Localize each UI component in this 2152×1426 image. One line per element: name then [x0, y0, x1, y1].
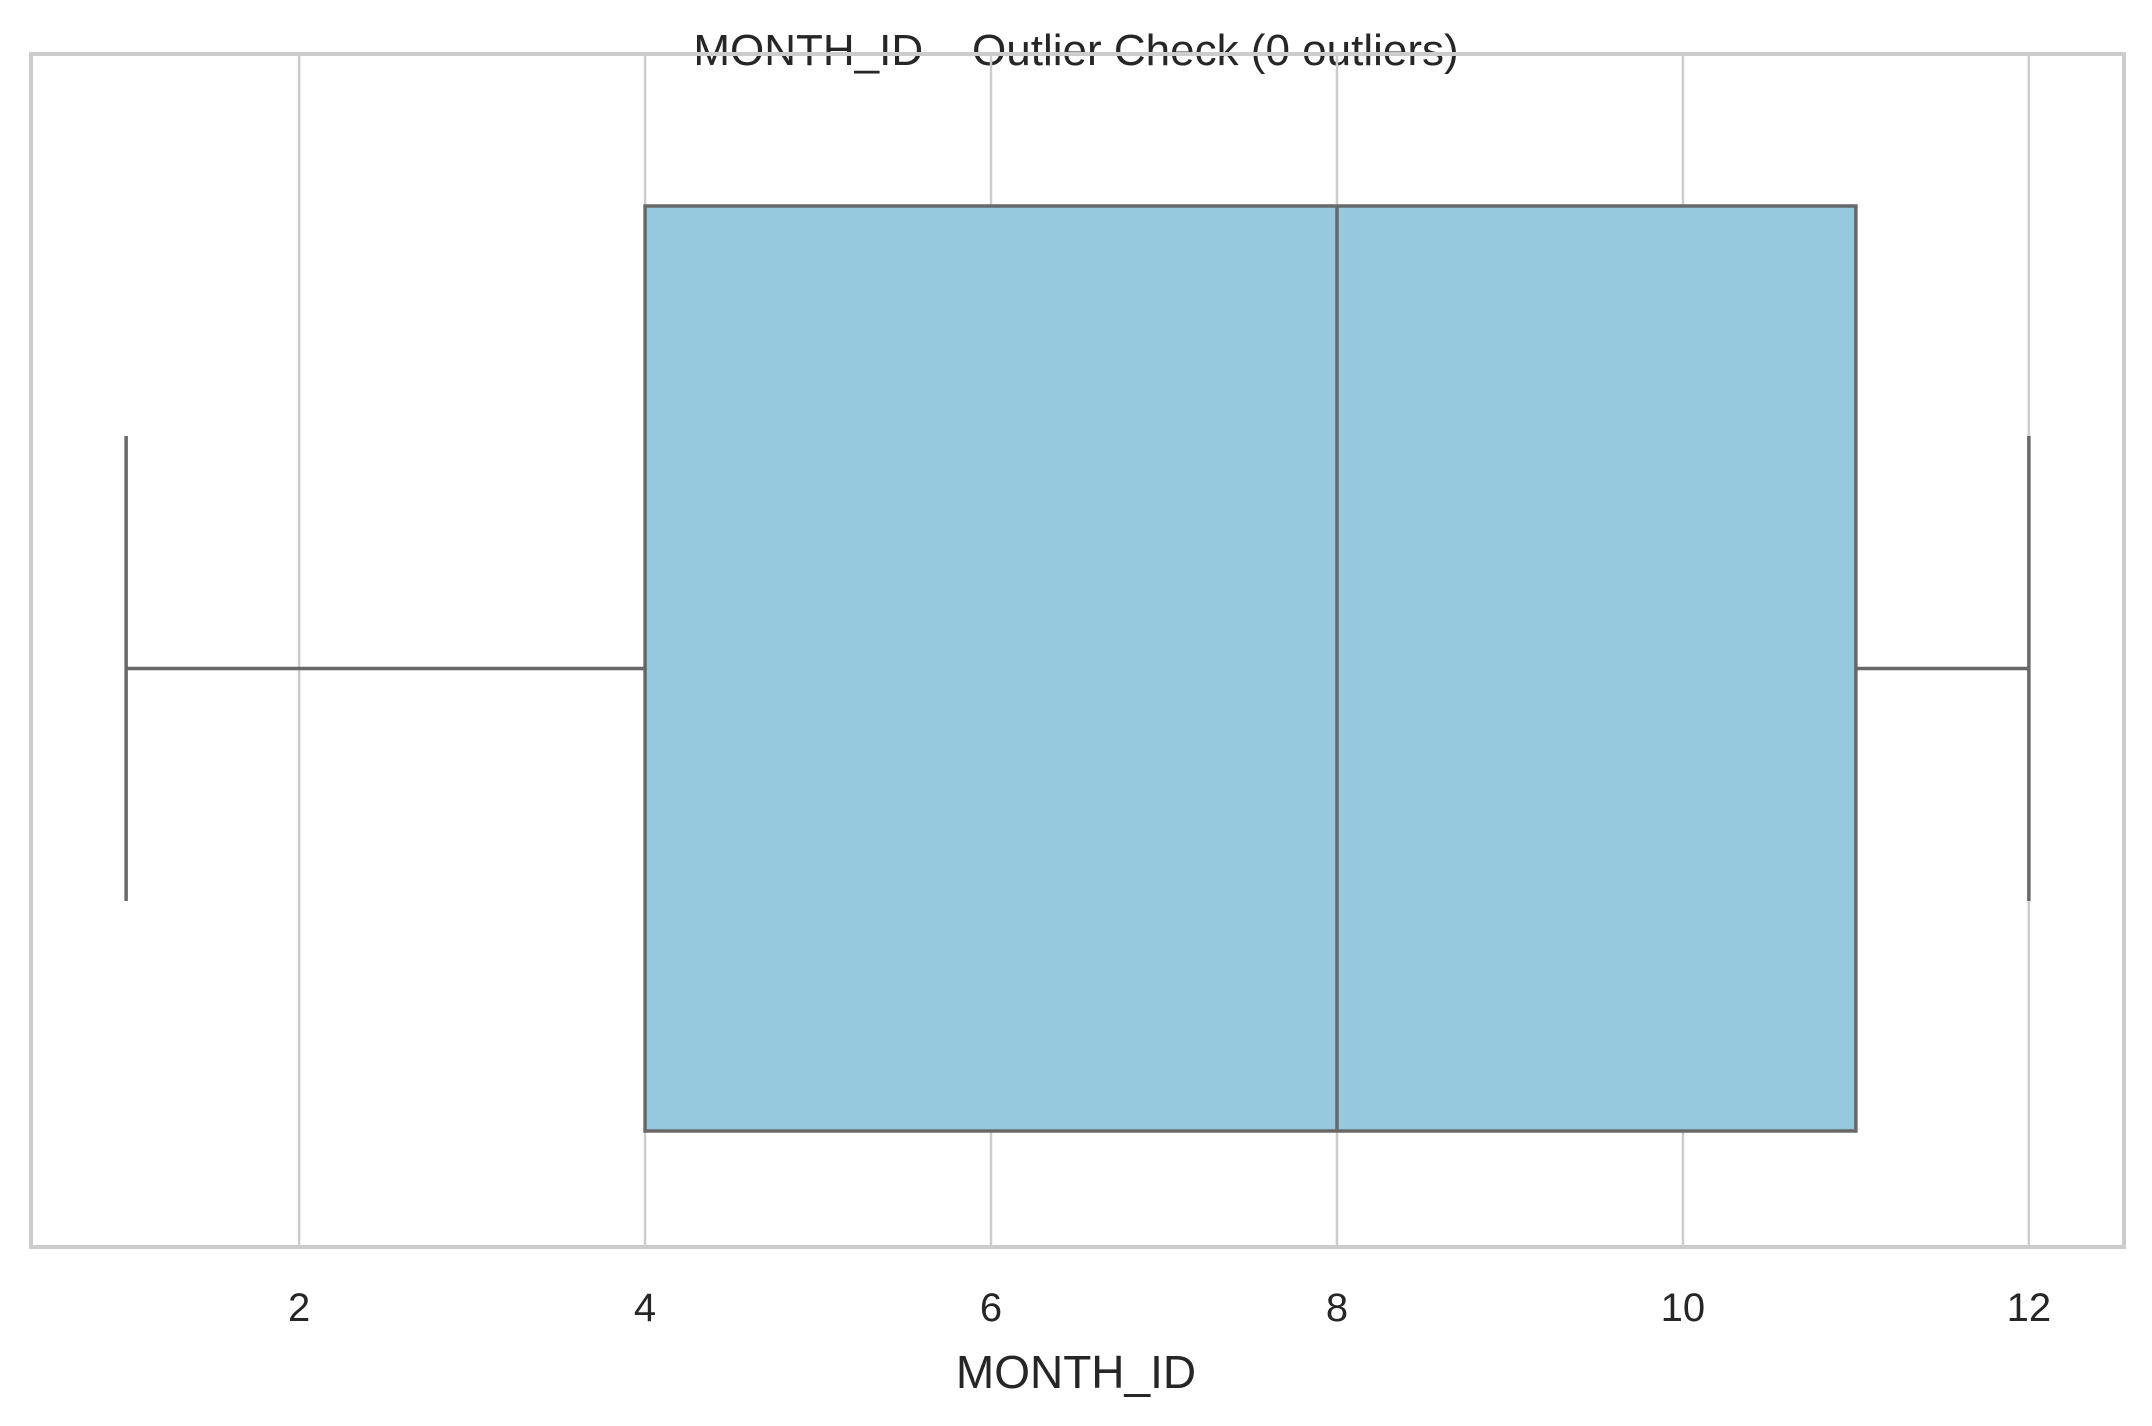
plot-frame: [29, 52, 2126, 1249]
x-tick-label-4: 4: [634, 1286, 656, 1330]
x-tick-label-12: 12: [2007, 1286, 2052, 1330]
interquartile-box: [643, 204, 1858, 1133]
x-tick-label-10: 10: [1661, 1286, 1706, 1330]
chart-title: MONTH_ID – Outlier Check (0 outliers): [693, 26, 1458, 75]
x-tick-labels: 2 4 6 8 10 12: [288, 1286, 2051, 1330]
x-tick-label-6: 6: [980, 1286, 1002, 1330]
x-tick-label-8: 8: [1326, 1286, 1348, 1330]
x-tick-label-2: 2: [288, 1286, 310, 1330]
x-axis-label: MONTH_ID: [956, 1346, 1196, 1398]
box-plot: [124, 204, 2031, 1133]
